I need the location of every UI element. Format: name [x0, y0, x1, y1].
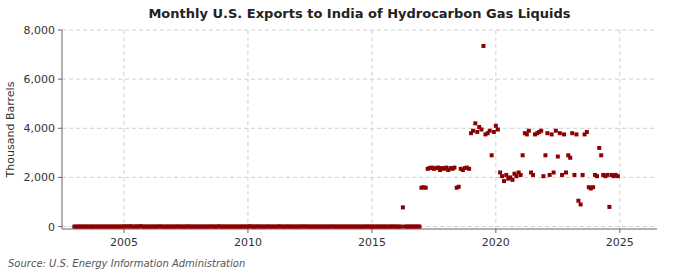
point — [541, 174, 545, 178]
chart: 0 2,000 4,000 6,000 8,000 2005 2010 2015 2020 202… — [0, 0, 675, 275]
y-tick-label: 4,000 — [24, 122, 56, 135]
y-grid-line — [62, 30, 657, 31]
point — [539, 129, 543, 133]
point — [519, 173, 523, 177]
point — [558, 131, 562, 135]
x-grid-line — [619, 30, 620, 229]
point — [616, 174, 620, 178]
grid — [62, 30, 657, 229]
point — [554, 129, 558, 133]
x-grid-line — [247, 30, 248, 229]
point — [473, 121, 477, 125]
point — [498, 170, 502, 174]
y-grid-line — [62, 128, 657, 129]
x-tick-label: 2025 — [606, 236, 634, 249]
point — [467, 167, 471, 171]
point — [570, 131, 574, 135]
point — [572, 173, 576, 177]
x-tick — [495, 229, 496, 233]
axes: 0 2,000 4,000 6,000 8,000 2005 2010 2015 2020 202… — [24, 24, 658, 249]
x-grid-line — [371, 30, 372, 229]
point — [521, 153, 525, 157]
point — [490, 153, 494, 157]
point — [452, 166, 456, 170]
point — [576, 199, 580, 203]
y-axis-line — [62, 30, 63, 229]
point — [525, 132, 529, 136]
x-grid-line — [123, 30, 124, 229]
x-tick-label: 2005 — [110, 236, 138, 249]
y-tick-label: 2,000 — [24, 171, 56, 184]
point — [581, 173, 585, 177]
points — [72, 44, 619, 229]
x-tick — [247, 229, 248, 233]
point — [548, 173, 552, 177]
y-grid-line — [62, 79, 657, 80]
point — [556, 155, 560, 159]
point — [605, 173, 609, 177]
point — [560, 173, 564, 177]
y-tick-label: 0 — [48, 221, 55, 234]
point — [545, 131, 549, 135]
x-tick-label: 2010 — [234, 236, 262, 249]
point — [543, 153, 547, 157]
point — [475, 130, 479, 134]
x-tick-label: 2015 — [358, 236, 386, 249]
point — [607, 205, 611, 209]
point — [504, 173, 508, 177]
x-tick — [123, 229, 124, 233]
x-axis-line — [62, 229, 657, 230]
point — [401, 205, 405, 209]
y-tick-label: 6,000 — [24, 73, 56, 86]
point — [531, 173, 535, 177]
point — [550, 132, 554, 136]
point — [457, 185, 461, 189]
point — [595, 174, 599, 178]
x-tick — [371, 229, 372, 233]
point — [481, 44, 485, 48]
y-tick — [58, 30, 62, 31]
point — [599, 153, 603, 157]
point — [500, 174, 504, 178]
y-axis-label: Thousand Barrels — [4, 81, 17, 178]
x-tick-label: 2020 — [482, 236, 510, 249]
point — [514, 174, 518, 178]
point — [492, 130, 496, 134]
x-tick — [619, 229, 620, 233]
point — [564, 170, 568, 174]
y-tick — [58, 226, 62, 227]
point — [502, 179, 506, 183]
point — [585, 130, 589, 134]
point — [579, 202, 583, 206]
y-tick — [58, 128, 62, 129]
source-note: Source: U.S. Energy Information Administ… — [8, 258, 245, 269]
point — [597, 146, 601, 150]
y-grid-line — [62, 177, 657, 178]
point — [471, 129, 475, 133]
point — [494, 124, 498, 128]
point — [552, 170, 556, 174]
point — [562, 132, 566, 136]
point — [424, 186, 428, 190]
y-tick — [58, 79, 62, 80]
point — [399, 225, 403, 229]
point — [510, 178, 514, 182]
title: Monthly U.S. Exports to India of Hydroca… — [148, 6, 570, 21]
point — [568, 156, 572, 160]
point — [496, 128, 500, 132]
point — [591, 185, 595, 189]
point — [417, 225, 421, 229]
point — [488, 129, 492, 133]
y-tick-label: 8,000 — [24, 24, 56, 37]
y-tick — [58, 177, 62, 178]
point — [574, 132, 578, 136]
background — [0, 0, 675, 275]
point — [479, 128, 483, 132]
point — [527, 129, 531, 133]
